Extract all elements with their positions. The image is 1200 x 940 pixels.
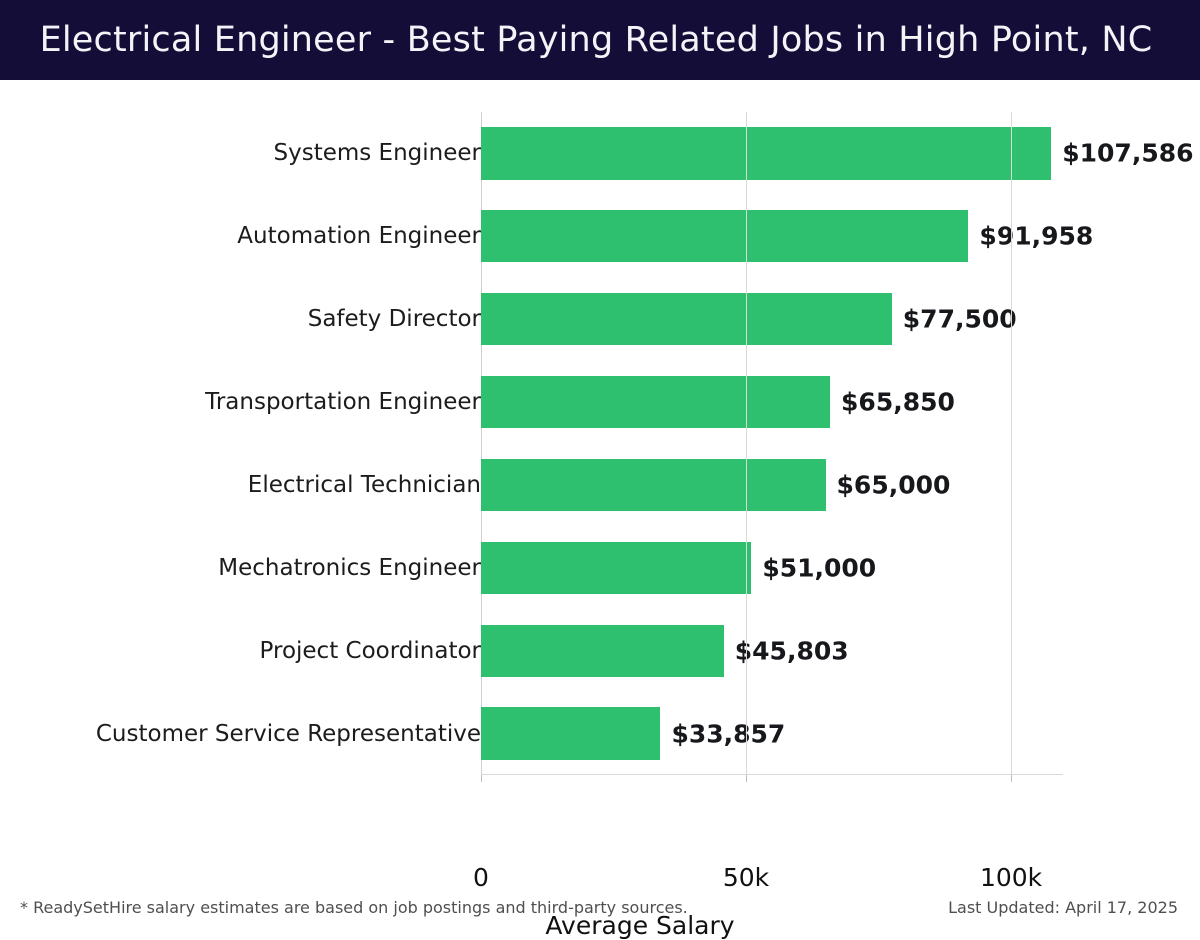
bar-value-label: $77,500 xyxy=(902,304,1017,334)
bar-value-label: $33,857 xyxy=(671,719,786,749)
bar-row[interactable]: $33,857 Customer Service Representative xyxy=(96,707,1063,760)
x-tick-label: 0 xyxy=(473,863,489,892)
category-label: Electrical Technician xyxy=(247,471,481,498)
x-tick-mark xyxy=(746,775,748,782)
bar[interactable] xyxy=(481,458,826,512)
bar[interactable] xyxy=(481,375,831,429)
bar-value-label: $65,000 xyxy=(836,470,951,500)
x-tick-label: 50k xyxy=(722,863,770,892)
category-label: Systems Engineer xyxy=(273,140,482,167)
x-axis-title: Average Salary xyxy=(0,911,1200,940)
bar[interactable] xyxy=(481,541,752,594)
x-axis-line xyxy=(481,774,1063,775)
footer-disclaimer: * ReadySetHire salary estimates are base… xyxy=(20,898,688,917)
bar-row[interactable]: $51,000 Mechatronics Engineer xyxy=(218,541,1063,594)
bar-rows: $107,586 Systems Engineer $91,958 Automatio… xyxy=(96,112,1194,775)
gridline xyxy=(746,112,748,775)
bar[interactable] xyxy=(481,293,892,346)
bar-row[interactable]: $65,850 Transportation Engineer xyxy=(205,375,1063,429)
page-title: Electrical Engineer - Best Paying Relate… xyxy=(39,20,1153,60)
bar[interactable] xyxy=(481,210,969,263)
bar[interactable] xyxy=(481,707,661,760)
bar-row[interactable]: $45,803 Project Coordinator xyxy=(260,624,1063,677)
bar-row[interactable]: $77,500 Safety Director xyxy=(308,293,1063,346)
category-label: Project Coordinator xyxy=(259,637,481,664)
bar[interactable] xyxy=(481,624,724,677)
bar-row[interactable]: $107,586 Systems Engineer xyxy=(274,127,1194,180)
bar[interactable] xyxy=(481,127,1052,180)
bar-value-label: $91,958 xyxy=(979,221,1094,251)
x-axis-title-text: Average Salary xyxy=(545,911,735,940)
bar-row[interactable]: $91,958 Automation Engineer xyxy=(237,210,1093,263)
y-axis-line xyxy=(481,112,482,775)
plot-area: $107,586 Systems Engineer $91,958 Automatio… xyxy=(96,112,1194,782)
chart-canvas: $107,586 Systems Engineer $91,958 Automatio… xyxy=(0,80,1200,940)
bar-value-label: $45,803 xyxy=(734,636,849,666)
bar-value-label: $65,850 xyxy=(841,387,955,417)
x-tick-label: 100k xyxy=(979,863,1043,892)
gridline xyxy=(1011,112,1013,775)
footer-last-updated: Last Updated: April 17, 2025 xyxy=(948,898,1178,917)
x-tick-mark xyxy=(1011,775,1013,782)
category-label: Customer Service Representative xyxy=(95,720,481,747)
x-tick-mark xyxy=(481,775,482,782)
bar-value-label: $51,000 xyxy=(762,553,877,583)
bar-value-label: $107,586 xyxy=(1062,138,1194,168)
category-label: Mechatronics Engineer xyxy=(218,554,481,581)
category-label: Automation Engineer xyxy=(237,223,481,250)
category-label: Transportation Engineer xyxy=(205,389,481,416)
bar-row[interactable]: $65,000 Electrical Technician xyxy=(248,458,1063,512)
category-label: Safety Director xyxy=(307,306,481,333)
page-header: Electrical Engineer - Best Paying Relate… xyxy=(0,0,1200,80)
